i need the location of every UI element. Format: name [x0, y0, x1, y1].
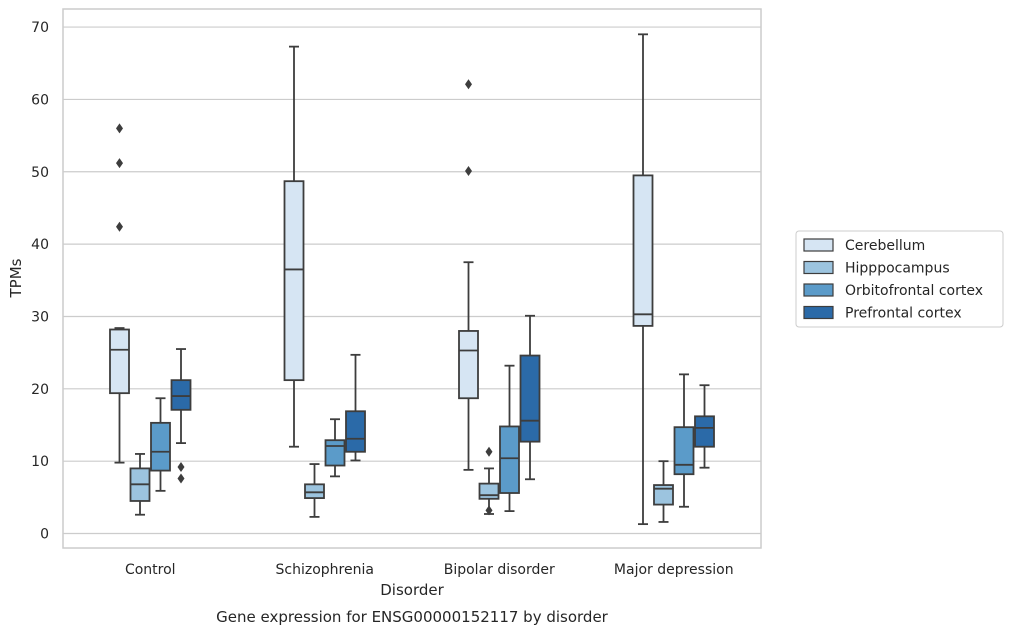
legend-entry: Hipppocampus — [845, 261, 950, 277]
box-iqr — [673, 426, 695, 476]
y-tick-label: 40 — [31, 237, 49, 253]
box-3-0 — [632, 33, 654, 526]
legend-entry: Prefrontal cortex — [845, 306, 962, 322]
box-3-2 — [673, 373, 695, 508]
outlier-point — [485, 446, 493, 457]
x-tick-label: Major depression — [614, 562, 734, 578]
box-0-2 — [150, 397, 171, 492]
legend-swatch — [803, 283, 834, 297]
y-tick-label: 10 — [31, 454, 49, 470]
legend-frame — [795, 230, 1004, 328]
box-iqr — [324, 439, 346, 467]
outlier-point — [465, 79, 472, 90]
y-tick-label: 50 — [31, 165, 49, 181]
outlier-point — [485, 505, 493, 516]
y-tick-labels: 0 10 20 30 40 50 60 70 — [31, 20, 49, 542]
box-3-3 — [694, 384, 715, 469]
box-2-1 — [478, 446, 500, 516]
x-tick-labels: Control Schizophrenia Bipolar disorder Majo… — [125, 562, 734, 578]
x-tick-label: Control — [125, 562, 176, 578]
plot-frame — [62, 8, 762, 549]
box-1-3 — [345, 353, 366, 462]
outlier-point — [177, 461, 185, 472]
legend-swatch — [803, 260, 834, 275]
box-iqr — [519, 354, 541, 443]
box-iqr — [632, 174, 654, 327]
box-iqr — [345, 410, 366, 453]
box-iqr — [304, 483, 325, 499]
box-iqr — [653, 484, 674, 506]
box-0-3 — [170, 348, 192, 484]
box-2-3 — [519, 314, 541, 481]
legend-entry: Orbitofrontal cortex — [845, 283, 983, 299]
x-axis-label: Disorder — [380, 581, 444, 599]
box-2-2 — [499, 364, 520, 513]
chart-caption: Gene expression for ENSG00000152117 by d… — [216, 608, 609, 626]
y-tick-label: 20 — [31, 382, 49, 398]
box-0-1 — [129, 453, 151, 516]
box-iqr — [478, 482, 500, 500]
box-1-1 — [304, 463, 325, 518]
box-iqr — [109, 328, 130, 395]
outlier-point — [465, 166, 472, 177]
box-0-0 — [109, 123, 130, 464]
outlier-point — [177, 473, 185, 484]
box-1-2 — [324, 418, 346, 478]
box-1-0 — [283, 45, 305, 448]
y-tick-label: 70 — [31, 20, 49, 36]
y-tick-label: 30 — [31, 309, 49, 325]
box-iqr — [150, 421, 171, 472]
legend-swatch — [803, 305, 834, 320]
box-iqr — [170, 379, 192, 411]
boxes — [109, 33, 715, 526]
box-iqr — [694, 415, 715, 448]
legend-entry: Cerebellum — [845, 238, 925, 254]
y-axis-label: TPMs — [7, 258, 25, 298]
x-tick-label: Schizophrenia — [276, 562, 374, 578]
legend: Cerebellum Hipppocampus Orbitofrontal cort… — [795, 230, 1004, 328]
box-iqr — [458, 330, 479, 400]
y-tick-label: 0 — [40, 527, 49, 543]
y-tick-label: 60 — [31, 92, 49, 108]
legend-swatch — [803, 238, 834, 252]
x-tick-label: Bipolar disorder — [444, 562, 555, 578]
box-3-1 — [653, 460, 674, 523]
outlier-point — [116, 221, 123, 232]
box-2-0 — [458, 79, 479, 471]
box-iqr — [499, 425, 520, 494]
outlier-point — [116, 158, 123, 169]
box-iqr — [283, 180, 305, 382]
outlier-point — [116, 123, 123, 134]
